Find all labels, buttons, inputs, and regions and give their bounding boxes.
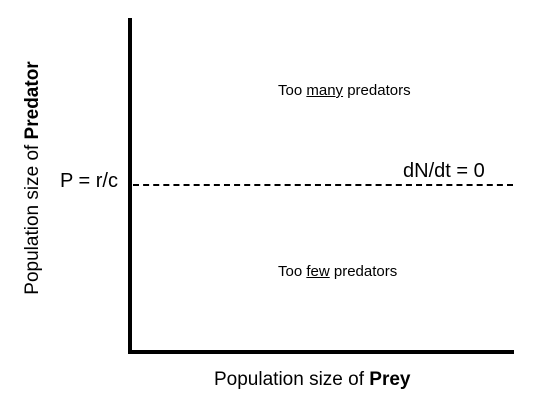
y-axis-title: Population size of Predator	[22, 61, 44, 294]
equilibrium-dashed-line	[133, 184, 513, 186]
region-label-too-many: Too many predators	[278, 82, 411, 99]
y-axis-line	[128, 18, 132, 354]
region-label-too-few-emphasis: few	[306, 263, 330, 280]
equilibrium-line-label: dN/dt = 0	[403, 160, 485, 182]
region-label-too-few: Too few predators	[278, 263, 397, 280]
x-axis-title-prefix: Population size of	[214, 369, 370, 390]
equilibrium-value-label: P = r/c	[60, 170, 118, 192]
x-axis-title: Population size of Prey	[214, 369, 410, 391]
region-label-too-few-suffix: predators	[329, 263, 398, 280]
x-axis-line	[128, 350, 514, 354]
region-label-too-many-emphasis: many	[306, 82, 344, 99]
region-label-too-few-prefix: Too	[278, 263, 307, 280]
y-axis-title-emphasis: Predator	[22, 61, 43, 140]
x-axis-title-emphasis: Prey	[369, 369, 411, 390]
region-label-too-many-suffix: predators	[343, 82, 411, 99]
region-label-too-many-prefix: Too	[278, 82, 307, 99]
y-axis-title-prefix: Population size of	[22, 139, 43, 295]
